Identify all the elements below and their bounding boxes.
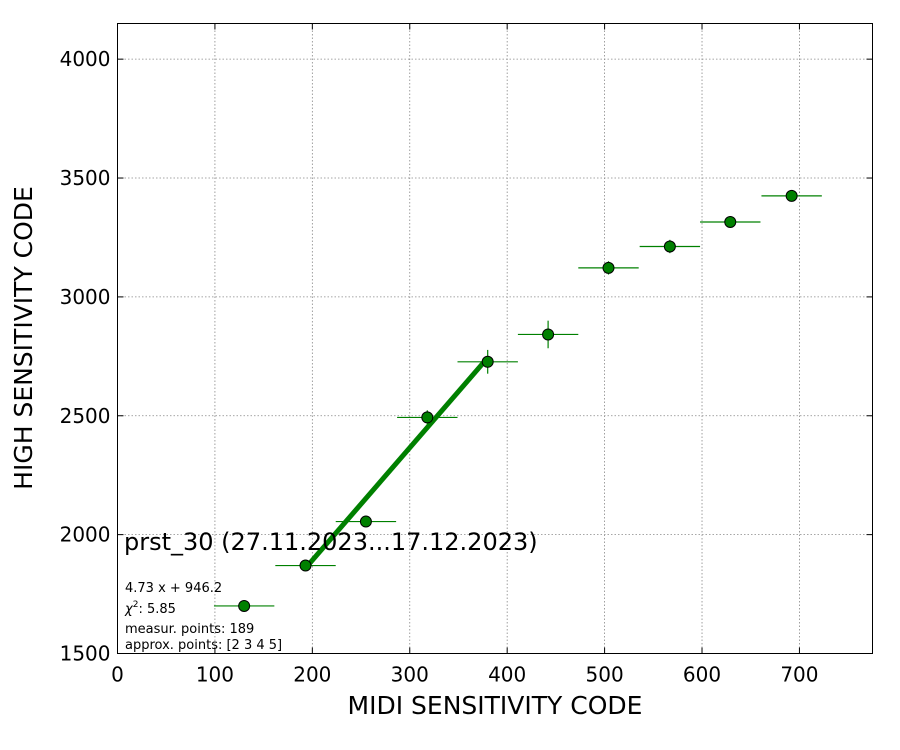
plot-frame — [117, 23, 873, 654]
ticks: 0 100 200 300 400 500 600 700 1500 2000 2500 3000 35… — [60, 23, 873, 687]
y-tick-label: 1500 — [60, 642, 111, 666]
y-tick-label: 3000 — [60, 285, 111, 309]
data-point — [421, 411, 434, 424]
data-point — [299, 559, 312, 572]
fit-line-group — [303, 356, 490, 570]
measurement-points: measur. points: 189 — [125, 622, 254, 637]
data-point — [359, 515, 372, 528]
x-tick-label: 200 — [293, 663, 331, 687]
approximation-points: approx. points: [2 3 4 5] — [125, 638, 282, 653]
x-tick-label: 0 — [111, 663, 124, 687]
data-point — [602, 261, 615, 274]
y-tick-label: 4000 — [60, 47, 111, 71]
fit-equation: 4.73 x + 946.2 — [125, 581, 222, 596]
y-tick-label: 2000 — [60, 523, 111, 547]
grid — [117, 23, 873, 654]
x-tick-label: 600 — [683, 663, 721, 687]
x-axis-label: MIDI SENSITIVITY CODE — [348, 691, 643, 720]
plot-area — [117, 23, 873, 654]
data-point — [542, 328, 555, 341]
y-axis-label: HIGH SENSITIVITY CODE — [9, 186, 38, 490]
chi-squared-value: 5.85 — [147, 602, 176, 617]
x-tick-label: 700 — [780, 663, 818, 687]
data-point — [481, 355, 494, 368]
y-tick-label: 3500 — [60, 166, 111, 190]
x-tick-label: 100 — [196, 663, 234, 687]
chi-squared: χ2: 5.85 — [124, 600, 176, 617]
data-point — [724, 216, 737, 229]
data-points — [238, 189, 798, 612]
data-point — [663, 240, 676, 253]
chart-title: prst_30 (27.11.2023...17.12.2023) — [124, 528, 538, 556]
x-tick-label: 500 — [586, 663, 624, 687]
x-tick-label: 400 — [488, 663, 526, 687]
data-point — [785, 189, 798, 202]
x-tick-label: 300 — [391, 663, 429, 687]
fit-line — [303, 356, 490, 570]
data-point — [238, 599, 251, 612]
y-tick-label: 2500 — [60, 404, 111, 428]
